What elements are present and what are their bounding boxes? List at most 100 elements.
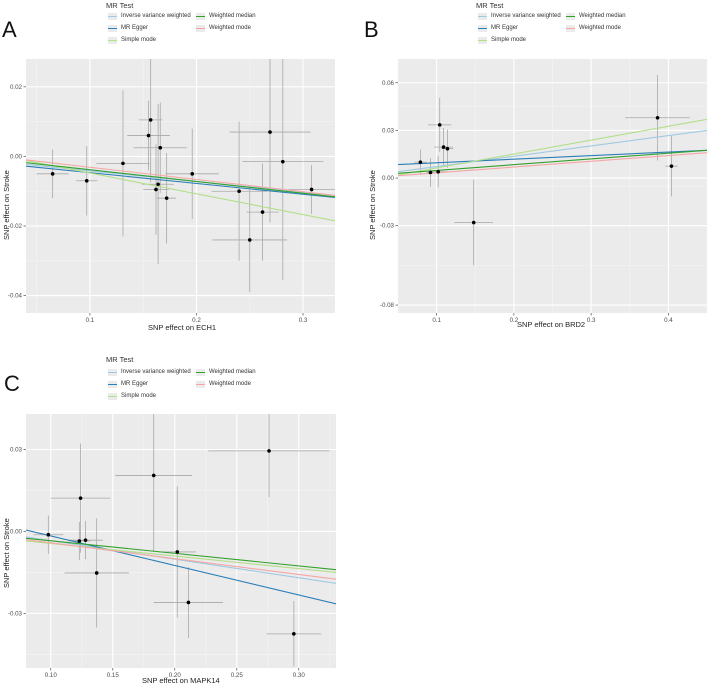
x-tick-label: 0.25 (231, 672, 244, 679)
y-tick-label: 0.02 (10, 84, 23, 91)
legend-item-wmedian: Weighted median (209, 369, 256, 375)
legend-title: MR Test (476, 1, 504, 10)
line-weighted-median (26, 162, 335, 198)
line-weighted-mode (398, 152, 707, 177)
snp-point (428, 170, 433, 175)
y-tick-label: 0.00 (382, 175, 395, 182)
x-tick-label: 0.1 (86, 317, 95, 324)
snp-point (669, 164, 674, 168)
line-weighted-median (398, 149, 707, 174)
legend-item-ivw: Inverse variance weighted (121, 369, 191, 375)
snp-point (151, 473, 156, 478)
panel-c-label: C (4, 371, 20, 396)
snp-point (148, 118, 153, 122)
legend-key-wmedian (196, 13, 205, 20)
snp-point (267, 449, 271, 453)
legend-item-egger: MR Egger (121, 25, 149, 31)
legend-item-egger: MR Egger (121, 381, 149, 387)
y-axis-title-b: SNP effect on Stroke (368, 170, 377, 240)
snp-point (190, 172, 195, 176)
snp-point (77, 539, 82, 543)
legend-title: MR Test (106, 355, 134, 364)
snp-point (154, 187, 158, 192)
legend-item-simple: Simple mode (121, 37, 157, 43)
snp-point (437, 123, 442, 127)
legend-key-simple (108, 393, 117, 400)
legend-item-wmedian: Weighted median (579, 13, 626, 19)
legend-key-wmode (566, 25, 575, 32)
panel-a-label: A (2, 17, 17, 42)
line-simple-mode (398, 118, 707, 176)
legend-item-wmedian: Weighted median (209, 13, 256, 19)
legend-key-ivw (478, 13, 487, 20)
legend-title: MR Test (106, 1, 134, 10)
snp-point (268, 130, 272, 134)
legend-item-simple: Simple mode (121, 393, 157, 399)
legend-key-wmode (196, 381, 205, 388)
snp-point (418, 160, 423, 164)
snp-point (84, 178, 89, 183)
x-tick-label: 0.4 (664, 317, 673, 324)
snp-point (445, 146, 450, 151)
x-axis-title-c: SNP effect on MAPK14 (142, 676, 220, 685)
y-tick-label: -0.08 (380, 302, 395, 309)
x-tick-label: 0.1 (432, 317, 441, 324)
snp-point (50, 172, 55, 176)
legend-key-wmedian (196, 369, 205, 376)
legend-key-ivw (108, 369, 117, 376)
x-tick-label: 0.15 (107, 672, 120, 679)
legend-item-wmode: Weighted mode (579, 25, 621, 31)
y-tick-label: 0.03 (382, 127, 395, 134)
snp-point (441, 145, 446, 149)
y-tick-label: -0.03 (380, 223, 395, 230)
legend-item-ivw: Inverse variance weighted (121, 13, 191, 19)
legend-key-egger (108, 25, 117, 32)
snp-point (94, 571, 99, 575)
legend-b: MR Test Inverse variance weighted MR Egg… (470, 0, 708, 45)
legend-key-egger (478, 25, 487, 32)
legend-item-wmode: Weighted mode (209, 25, 251, 31)
line-mr-egger (398, 149, 707, 166)
legend-a: MR Test Inverse variance weighted MR Egg… (100, 0, 340, 45)
line-inverse-variance-weighted (26, 536, 336, 584)
snp-point (164, 196, 169, 200)
data-layer (26, 59, 335, 293)
x-tick-label: 0.20 (169, 672, 182, 679)
gridlines (397, 59, 708, 313)
legend-key-wmedian (566, 13, 575, 20)
snp-point (280, 159, 285, 164)
y-axis-title-c: SNP effect on Stroke (2, 518, 11, 588)
snp-point (146, 133, 151, 138)
snp-point (655, 115, 660, 120)
chart-a: 0.1 0.2 0.3 -0.04 -0.02 0.00 0.02 (8, 59, 335, 324)
legend-item-egger: MR Egger (491, 25, 519, 31)
snp-point (260, 210, 265, 214)
x-tick-label: 0.2 (510, 317, 519, 324)
x-tick-label: 0.10 (45, 672, 58, 679)
line-weighted-mode (26, 539, 336, 580)
x-tick-label: 0.3 (587, 317, 596, 324)
x-tick-label: 0.30 (293, 672, 306, 679)
x-tick-label: 0.3 (299, 317, 308, 324)
panel-b-label: B (364, 17, 379, 42)
snp-point (247, 238, 252, 242)
legend-c: MR Test Inverse variance weighted MR Egg… (100, 354, 340, 400)
legend-item-wmode: Weighted mode (209, 381, 251, 387)
line-simple-mode (26, 160, 335, 222)
legend-key-simple (478, 37, 487, 44)
snp-point (121, 161, 125, 166)
snp-point (46, 532, 51, 537)
x-axis-title-a: SNP effect on ECH1 (148, 323, 217, 332)
snp-point (186, 600, 191, 605)
y-tick-label: -0.04 (8, 293, 23, 300)
legend-item-ivw: Inverse variance weighted (491, 13, 561, 19)
y-tick-label: 0.00 (10, 528, 23, 535)
snp-point (309, 187, 314, 192)
data-layer (26, 414, 336, 667)
legend-key-egger (108, 381, 117, 388)
y-tick-label: 0.00 (10, 153, 23, 160)
legend-key-ivw (108, 13, 117, 20)
chart-c: 0.10 0.15 0.20 0.25 0.30 -0.03 0.00 0.03 (8, 414, 336, 679)
y-tick-label: 0.03 (10, 447, 23, 454)
x-axis-title-b: SNP effect on BRD2 (517, 320, 586, 329)
